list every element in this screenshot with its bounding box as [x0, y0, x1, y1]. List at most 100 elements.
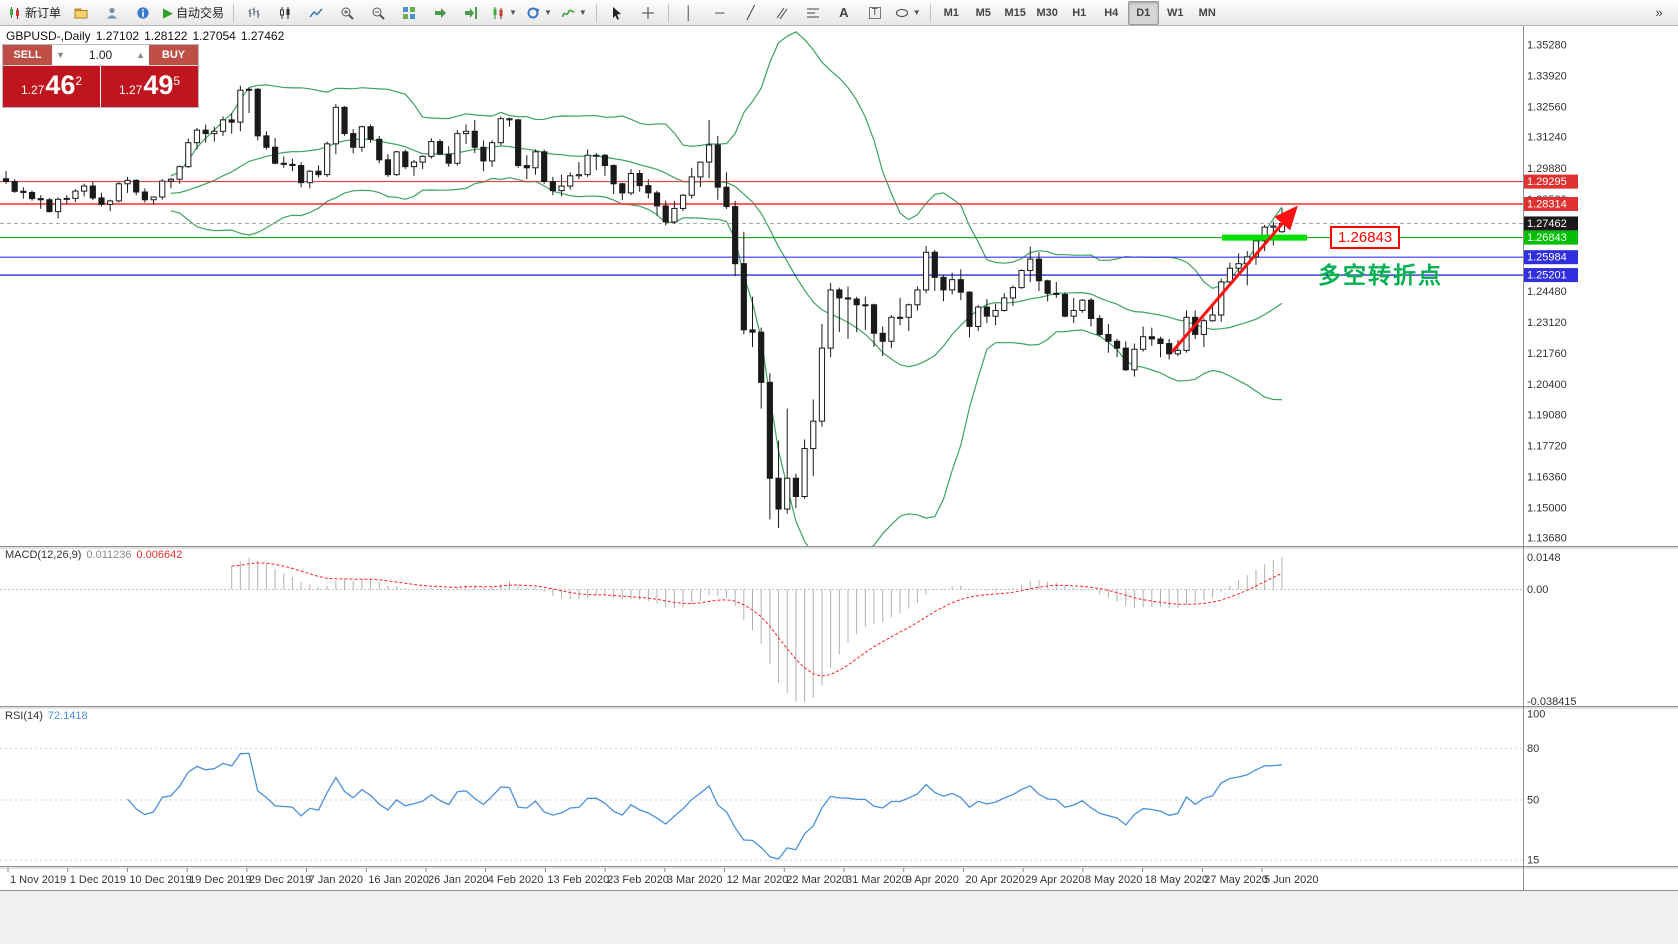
- lot-size-field[interactable]: ▼ 1.00 ▲: [52, 45, 149, 65]
- rsi-pane: [0, 747, 1523, 861]
- bar-chart-mode-button[interactable]: [239, 1, 269, 25]
- price-annotation-box: 1.26843: [1330, 226, 1401, 249]
- label-icon: T: [868, 6, 881, 19]
- sell-price-display[interactable]: 1.27 46 2: [3, 66, 100, 107]
- timeframe-h4-button[interactable]: H4: [1104, 6, 1119, 19]
- candle: [870, 304, 878, 334]
- candle: [1157, 338, 1164, 345]
- candle: [1113, 340, 1121, 349]
- price-badge: [1524, 174, 1578, 189]
- macd-signal-value: 0.006642: [136, 549, 183, 561]
- price-tick-label: 1.24480: [1527, 286, 1567, 298]
- chart-shift-button[interactable]: [456, 1, 486, 25]
- crosshair-tool-button[interactable]: [633, 1, 663, 25]
- vertical-line-tool[interactable]: │: [674, 1, 704, 25]
- zoom-out-button[interactable]: [363, 1, 393, 25]
- buy-button[interactable]: BUY: [149, 45, 198, 65]
- candle: [37, 198, 44, 201]
- candle: [436, 141, 444, 155]
- sell-button[interactable]: SELL: [3, 45, 52, 65]
- candle: [1140, 336, 1147, 350]
- toolbar-overflow-button[interactable]: »: [1644, 1, 1674, 25]
- candle: [627, 173, 635, 194]
- trendline-icon: ╱: [746, 5, 755, 20]
- candle: [714, 144, 721, 188]
- cursor-tool-button[interactable]: [602, 1, 632, 25]
- candle: [402, 151, 409, 168]
- price-badge: [1524, 250, 1578, 265]
- autotrading-button[interactable]: ▶ 自动交易: [159, 1, 228, 25]
- timeframe-w1-button[interactable]: W1: [1166, 6, 1184, 19]
- sell-price-prefix: 1.27: [20, 83, 45, 97]
- candle: [688, 176, 695, 196]
- timeframe-m15-button[interactable]: M15: [1004, 6, 1026, 19]
- candle: [289, 163, 296, 167]
- toolbar-separator: [595, 3, 597, 22]
- candle: [1226, 267, 1234, 283]
- new-order-label: 新订单: [25, 6, 62, 20]
- dropdown-arrow-icon: ▼: [912, 8, 921, 17]
- tile-windows-button[interactable]: [394, 1, 424, 25]
- toolbar-separator: [233, 3, 235, 22]
- candle: [1174, 349, 1181, 355]
- date-tick-label: 1 Nov 2019: [10, 874, 66, 886]
- candle: [384, 159, 392, 176]
- new-chart-dropdown[interactable]: ▼: [487, 1, 521, 25]
- lot-decrease-icon[interactable]: ▼: [56, 50, 65, 60]
- candle: [1087, 299, 1095, 319]
- candle: [818, 347, 826, 422]
- candle: [567, 175, 574, 187]
- shapes-dropdown[interactable]: ▼: [891, 1, 925, 25]
- timeframe-m1-button[interactable]: M1: [943, 6, 959, 19]
- candle: [593, 154, 600, 157]
- candle: [1235, 263, 1242, 269]
- market-watch-button[interactable]: [97, 1, 127, 25]
- candle: [619, 183, 626, 194]
- candle: [1261, 226, 1268, 242]
- fibonacci-icon: [806, 8, 819, 17]
- timeframe-d1-button[interactable]: D1: [1127, 0, 1159, 25]
- fibonacci-tool[interactable]: [798, 1, 828, 25]
- chart-shift-icon: [465, 6, 478, 19]
- candle: [254, 88, 261, 137]
- candlestick-mode-button[interactable]: [270, 1, 300, 25]
- timeframe-m30-button[interactable]: M30: [1036, 6, 1058, 19]
- candle: [896, 316, 904, 319]
- timeframe-m5-button[interactable]: M5: [975, 6, 991, 19]
- candle: [124, 179, 131, 185]
- trendline-tool[interactable]: ╱: [736, 1, 766, 25]
- date-tick-label: 20 Apr 2020: [965, 874, 1024, 886]
- price-tick-label: 1.31240: [1527, 132, 1567, 144]
- candle: [836, 289, 843, 299]
- candle: [1200, 320, 1207, 335]
- candle: [141, 191, 148, 201]
- profiles-dropdown[interactable]: ▼: [522, 1, 556, 25]
- zoom-in-button[interactable]: [332, 1, 362, 25]
- profiles-button[interactable]: [66, 1, 96, 25]
- one-click-trading-panel: SELL ▼ 1.00 ▲ BUY 1.27 46 2 1.27 49 5: [2, 44, 199, 108]
- horizontal-line-tool[interactable]: ─: [705, 1, 735, 25]
- new-order-button[interactable]: 新订单: [4, 1, 65, 25]
- rsi-indicator-label: RSI(14) 72.1418: [5, 710, 88, 722]
- timeframe-h1-button[interactable]: H1: [1072, 6, 1087, 19]
- data-window-button[interactable]: [128, 1, 158, 25]
- lot-size-value[interactable]: 1.00: [88, 48, 113, 62]
- lot-increase-icon[interactable]: ▲: [136, 50, 145, 60]
- buy-price-display[interactable]: 1.27 49 5: [101, 66, 198, 107]
- timeframe-mn-button[interactable]: MN: [1198, 6, 1216, 19]
- chart-canvas[interactable]: 1.352801.339201.325601.312401.298801.285…: [0, 26, 1678, 944]
- price-tick-label: 1.13680: [1527, 533, 1567, 545]
- text-tool[interactable]: A: [829, 1, 859, 25]
- close-value: 1.27462: [240, 29, 285, 43]
- candle: [515, 119, 522, 167]
- line-chart-mode-button[interactable]: [301, 1, 331, 25]
- candle: [1148, 336, 1155, 340]
- channel-tool[interactable]: [767, 1, 797, 25]
- cursor-icon: [612, 6, 621, 20]
- price-badge-label: 1.25984: [1527, 252, 1567, 264]
- candle: [1001, 297, 1008, 311]
- label-tool[interactable]: T: [860, 1, 890, 25]
- candle: [1053, 292, 1060, 295]
- indicators-dropdown[interactable]: ▼: [557, 1, 591, 25]
- auto-scroll-button[interactable]: [425, 1, 455, 25]
